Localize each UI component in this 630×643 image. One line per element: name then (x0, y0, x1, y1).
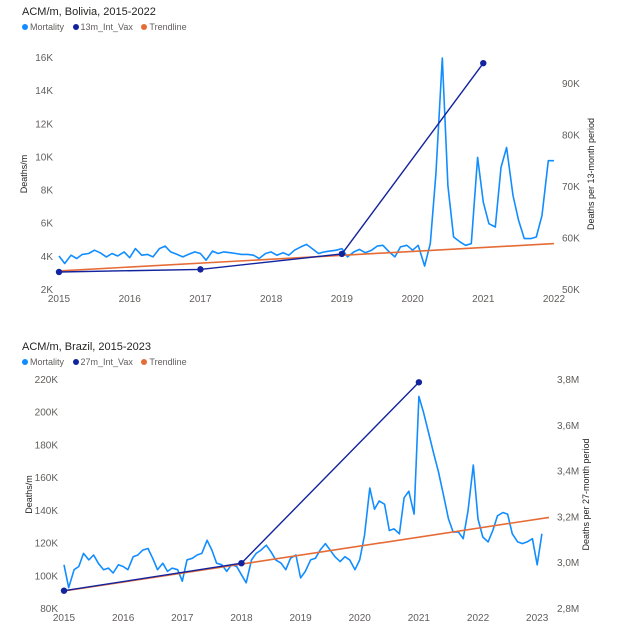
vax-point[interactable] (197, 266, 204, 273)
y-tick-label: 160K (35, 473, 59, 484)
series-vax-line (63, 381, 420, 592)
legend-item-vax[interactable]: 27m_Int_Vax (72, 357, 133, 367)
y-tick-label: 14K (35, 86, 53, 97)
chart-plot: 80K 100K 120K 140K 160K 180K 200K 220K 2,8M 3,0M 3… (24, 375, 591, 624)
legend-dot-icon (72, 359, 79, 365)
x-tick-label: 2016 (119, 294, 142, 305)
y-tick-label: 12K (35, 119, 53, 130)
y-tick-label: 2K (41, 285, 54, 296)
legend-label: 13m_Int_Vax (80, 22, 133, 32)
y2-tick-label: 3,6M (557, 421, 579, 432)
y-axis-title: Deaths/m (24, 475, 34, 514)
legend-item-trendline[interactable]: Trendline (141, 22, 187, 32)
y-tick-label: 200K (35, 408, 59, 419)
legend-label: 27m_Int_Vax (80, 357, 133, 367)
y2-axis-title: Deaths per 27-month period (581, 438, 591, 550)
x-tick-label: 2023 (526, 613, 549, 624)
chart-legend: Mortality 13m_Int_Vax Trendline (22, 22, 193, 32)
x-tick-label: 2021 (408, 613, 431, 624)
x-tick-label: 2017 (171, 613, 194, 624)
y-tick-label: 220K (35, 375, 59, 386)
legend-label: Mortality (30, 357, 65, 367)
y2-tick-label: 3,2M (557, 512, 579, 523)
vax-point[interactable] (238, 560, 245, 567)
series-mortality-line (63, 395, 543, 589)
vax-point[interactable] (480, 59, 487, 67)
chart-brazil: ACM/m, Brazil, 2015-2023 Mortality 27m_I… (0, 335, 630, 643)
legend-dot-icon (141, 24, 148, 30)
y-tick-label: 16K (35, 53, 53, 64)
vax-point[interactable] (415, 379, 423, 386)
x-tick-label: 2018 (230, 613, 253, 624)
y-tick-label: 120K (35, 539, 59, 550)
legend-dot-icon (141, 359, 148, 365)
legend-dot-icon (22, 24, 28, 30)
y-tick-label: 8K (41, 186, 54, 197)
x-tick-label: 2020 (401, 294, 424, 305)
legend-item-trendline[interactable]: Trendline (141, 357, 187, 367)
x-tick-label: 2020 (349, 613, 372, 624)
chart-title: ACM/m, Bolivia, 2015-2022 (22, 6, 156, 18)
legend-item-mortality[interactable]: Mortality (22, 357, 64, 367)
x-tick-label: 2019 (331, 294, 354, 305)
x-tick-label: 2016 (112, 613, 135, 624)
vax-point[interactable] (338, 250, 346, 258)
y2-tick-label: 2,8M (557, 604, 579, 615)
chart-plot: 2K 4K 6K 8K 10K 12K 14K 16K 50K 60K 70K 80K 90K 2015 2… (19, 53, 596, 305)
vax-point[interactable] (60, 587, 68, 594)
y2-tick-label: 60K (562, 233, 580, 244)
y-tick-label: 6K (41, 219, 54, 230)
y-tick-label: 100K (35, 571, 59, 582)
x-tick-label: 2015 (53, 613, 76, 624)
y2-tick-label: 3,0M (557, 558, 579, 569)
y-axis-title: Deaths/m (19, 155, 29, 194)
y-tick-label: 10K (35, 152, 53, 163)
y-tick-label: 140K (35, 506, 59, 517)
y2-tick-label: 90K (562, 79, 580, 90)
y-tick-label: 4K (41, 252, 54, 263)
x-tick-label: 2015 (48, 294, 71, 305)
legend-dot-icon (22, 359, 28, 365)
y2-tick-label: 80K (562, 130, 580, 141)
x-tick-label: 2019 (289, 613, 312, 624)
chart-legend: Mortality 27m_Int_Vax Trendline (22, 357, 193, 367)
series-mortality-line (58, 57, 554, 267)
y2-axis-title: Deaths per 13-month period (586, 118, 596, 230)
legend-label: Trendline (149, 22, 187, 32)
x-tick-label: 2022 (467, 613, 490, 624)
chart-title: ACM/m, Brazil, 2015-2023 (22, 341, 151, 353)
y2-tick-label: 70K (562, 182, 580, 193)
legend-item-vax[interactable]: 13m_Int_Vax (72, 22, 133, 32)
y2-tick-label: 3,4M (557, 467, 579, 478)
legend-item-mortality[interactable]: Mortality (22, 22, 64, 32)
y2-tick-label: 3,8M (557, 375, 579, 386)
y-tick-label: 80K (40, 604, 58, 615)
legend-label: Trendline (149, 357, 187, 367)
x-tick-label: 2018 (260, 294, 283, 305)
legend-label: Mortality (30, 22, 65, 32)
chart-bolivia: ACM/m, Bolivia, 2015-2022 Mortality 13m_… (0, 0, 630, 310)
x-tick-label: 2017 (189, 294, 212, 305)
series-vax-line (58, 62, 484, 273)
x-tick-label: 2021 (472, 294, 495, 305)
x-tick-label: 2022 (543, 294, 566, 305)
vax-point[interactable] (55, 268, 63, 276)
y-tick-label: 180K (35, 440, 59, 451)
legend-dot-icon (72, 24, 79, 30)
y2-tick-label: 50K (562, 285, 580, 296)
